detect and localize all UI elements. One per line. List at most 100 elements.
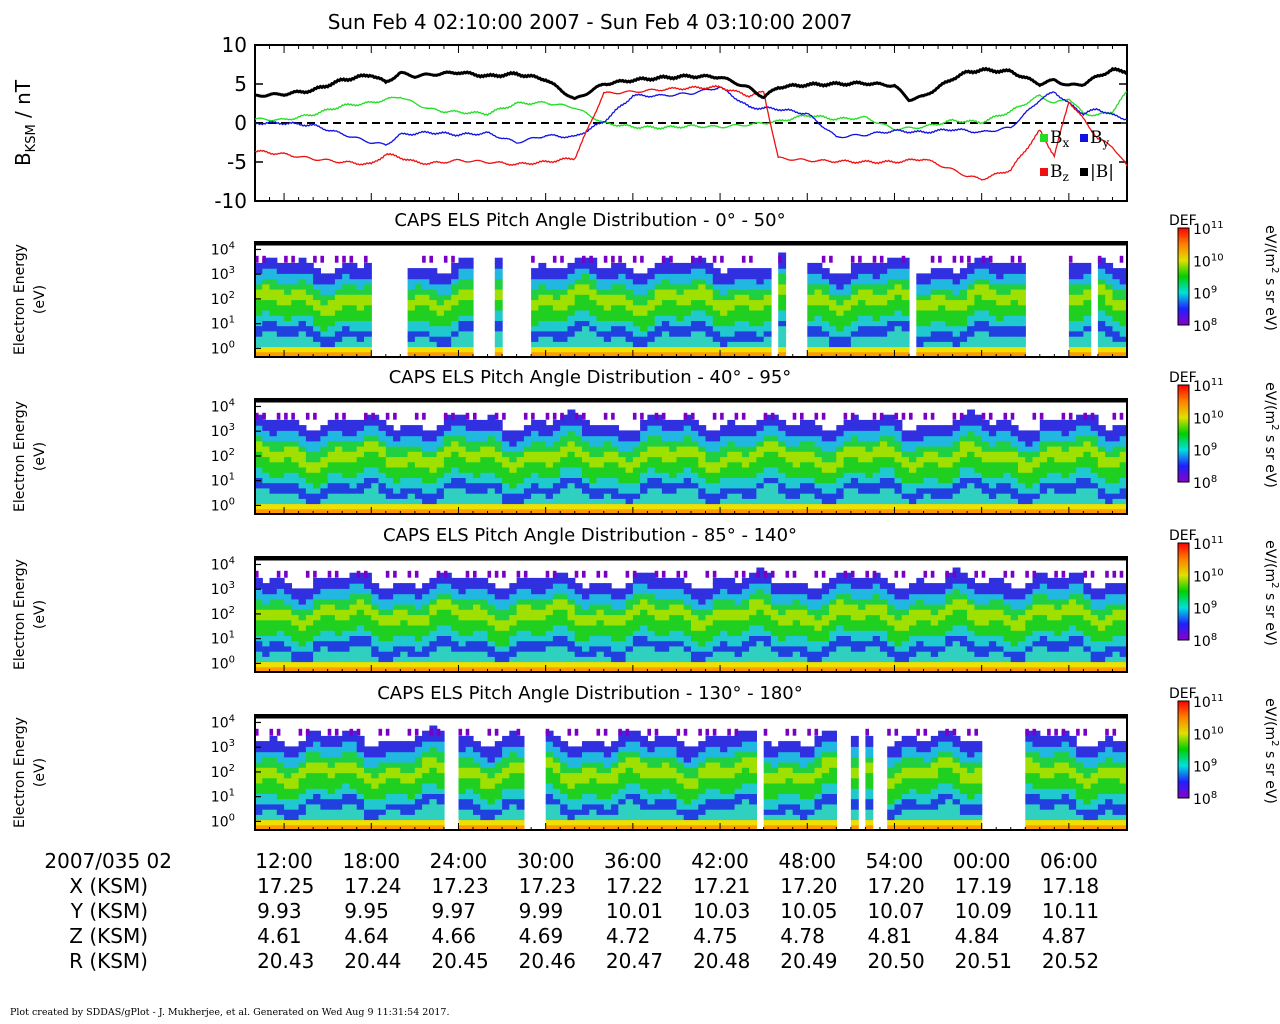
heat-cell <box>763 503 772 510</box>
heat-cell <box>1018 315 1026 321</box>
heat-cell <box>930 304 939 311</box>
heat-cell <box>596 304 605 311</box>
heat-cell <box>1061 461 1070 468</box>
heat-cell <box>342 482 351 489</box>
heat-cell <box>465 278 474 285</box>
heat-cell <box>1010 330 1019 337</box>
heat-cell <box>858 472 866 478</box>
heat-cell <box>959 472 968 478</box>
heat-cell <box>720 336 728 342</box>
heat-cell <box>538 604 547 610</box>
heat-cell <box>611 330 619 337</box>
heat-cell <box>879 419 888 426</box>
heat-cell <box>567 330 576 337</box>
heat-cell <box>1032 508 1041 515</box>
heat-cell <box>356 299 365 306</box>
heat-cell <box>385 661 394 668</box>
heat-cell <box>509 588 518 595</box>
heat-cell <box>829 461 837 468</box>
heat-cell <box>552 446 561 452</box>
heat-cell <box>981 419 990 426</box>
heat-speckle <box>443 412 448 420</box>
heat-cell <box>487 651 496 657</box>
heat-cell <box>356 482 365 489</box>
heat-cell <box>800 425 808 431</box>
heat-cell <box>698 425 707 431</box>
heat-cell <box>1076 278 1084 285</box>
heat-cell <box>887 341 896 348</box>
heat-cell <box>1105 508 1114 515</box>
heat-cell <box>378 487 387 494</box>
heat-cell <box>349 435 358 442</box>
heat-cell <box>640 508 648 515</box>
heat-cell <box>698 503 707 510</box>
heat-cell <box>473 419 481 426</box>
heat-cell <box>763 273 772 280</box>
heat-cell <box>255 645 263 652</box>
heat-cell <box>988 430 997 437</box>
heat-cell <box>400 630 409 636</box>
heat-cell <box>487 440 496 447</box>
heat-cell <box>443 487 452 494</box>
heat-cell <box>320 588 329 595</box>
heat-cell <box>647 283 656 290</box>
heat-cell <box>502 487 510 494</box>
heat-cell <box>1083 336 1092 342</box>
heat-cell <box>988 472 997 478</box>
heat-cell <box>560 430 569 437</box>
heat-cell <box>712 325 721 332</box>
heat-cell <box>349 472 358 478</box>
heat-cell <box>494 310 503 316</box>
heat-cell <box>741 493 750 499</box>
heat-cell <box>603 289 612 295</box>
heat-cell <box>669 320 678 327</box>
heat-cell <box>473 446 481 452</box>
heat-cell <box>458 651 467 657</box>
heat-cell <box>313 299 321 306</box>
heat-cell <box>647 435 656 442</box>
heat-cell <box>305 477 314 484</box>
heat-cell <box>829 341 837 348</box>
heat-cell <box>654 310 663 316</box>
heat-cell <box>1068 477 1077 484</box>
heat-cell <box>284 656 292 663</box>
heat-cell <box>669 351 678 358</box>
heat-cell <box>458 609 467 616</box>
heat-cell <box>364 315 372 321</box>
heat-cell <box>981 487 990 494</box>
heat-speckle <box>582 255 586 263</box>
heat-cell <box>502 661 510 668</box>
heat-cell <box>545 593 554 600</box>
heat-cell <box>1105 440 1114 447</box>
heat-cell <box>901 336 910 342</box>
heat-cell <box>1119 472 1128 478</box>
heat-cell <box>814 310 823 316</box>
heat-cell <box>843 325 852 332</box>
heat-cell <box>262 482 271 489</box>
heat-cell <box>691 330 699 337</box>
heat-cell <box>545 614 554 621</box>
heat-cell <box>538 609 547 616</box>
heat-cell <box>349 583 358 589</box>
heat-cell <box>400 461 409 468</box>
heat-cell <box>894 493 903 499</box>
colorbar-tick-label: 1011 <box>1193 220 1224 238</box>
heat-cell <box>378 467 387 473</box>
heat-cell <box>465 257 474 264</box>
heat-cell <box>574 310 583 316</box>
heat-cell <box>255 440 263 447</box>
heat-cell <box>582 472 590 478</box>
heat-cell <box>458 278 467 285</box>
heat-cell <box>567 304 576 311</box>
heat-cell <box>734 482 743 489</box>
heat-cell <box>698 268 707 274</box>
heat-cell <box>407 472 416 478</box>
heat-cell <box>364 598 372 605</box>
heat-cell <box>465 598 474 605</box>
heat-cell <box>1119 493 1128 499</box>
heat-cell <box>262 477 271 484</box>
heat-cell <box>414 325 423 332</box>
heat-cell <box>887 336 896 342</box>
heat-cell <box>996 419 1005 426</box>
heat-cell <box>327 630 336 636</box>
